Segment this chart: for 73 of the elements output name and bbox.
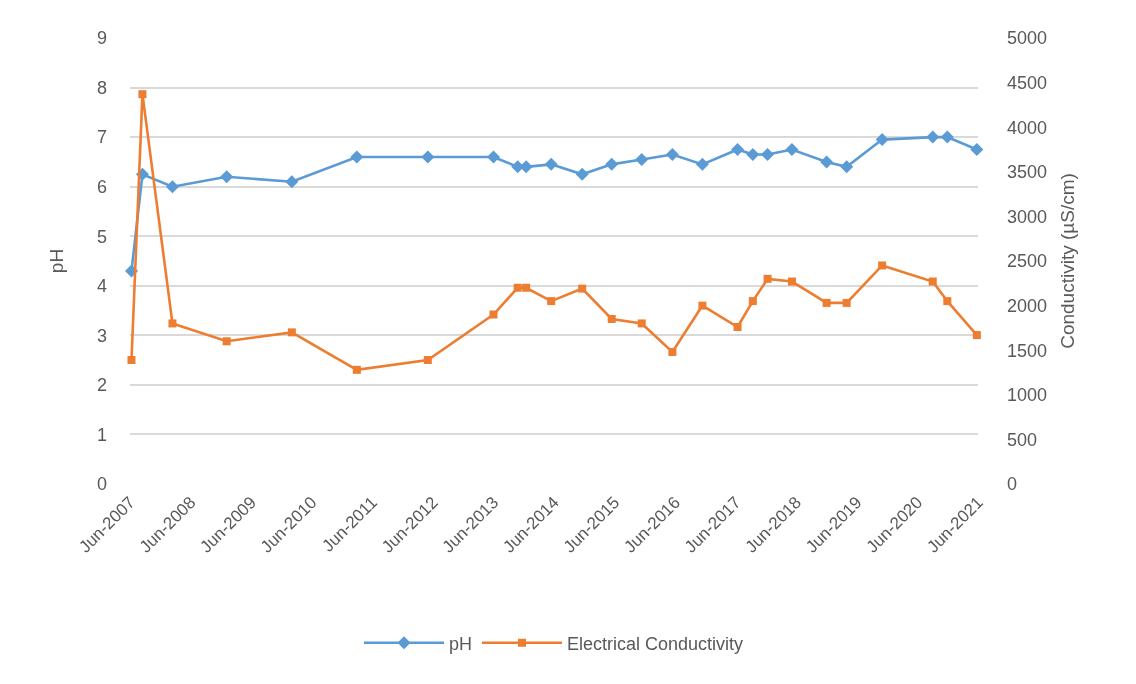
y-tick-label: 4 (96, 276, 107, 297)
point (489, 310, 498, 319)
y2-axis-title: Conductivity (µS/cm) (1056, 173, 1078, 349)
point (668, 347, 677, 356)
y-tick-label: 0 (96, 474, 107, 495)
point (352, 365, 361, 374)
y-tick-label: 7 (96, 127, 107, 148)
y2-tick-label: 1000 (1007, 385, 1048, 406)
point (926, 130, 940, 144)
y2-tick-label: 2000 (1007, 295, 1048, 316)
point (168, 319, 177, 328)
y2-tick-label: 500 (1007, 429, 1038, 450)
point (547, 297, 556, 306)
point (578, 284, 587, 293)
y2-tick-label: 2500 (1007, 251, 1048, 272)
point (423, 356, 432, 365)
point (607, 314, 616, 323)
point (486, 150, 500, 164)
point (820, 155, 834, 169)
y-axis-title: pH (45, 248, 67, 274)
point (840, 160, 854, 174)
point (731, 143, 745, 156)
y-tick-label: 9 (96, 28, 107, 49)
point (350, 150, 364, 164)
y2-tick-label: 1500 (1007, 340, 1048, 361)
point (748, 297, 757, 306)
point (665, 147, 679, 161)
y-tick-label: 5 (96, 226, 107, 247)
point (943, 297, 952, 306)
legend-label: Electrical Conductivity (567, 633, 744, 654)
point (287, 328, 296, 337)
y2-tick-label: 4500 (1007, 72, 1048, 93)
y-tick-label: 1 (96, 424, 107, 445)
point (695, 157, 709, 171)
point (165, 180, 179, 194)
point (822, 298, 831, 307)
point (575, 167, 589, 181)
point (285, 175, 299, 189)
y-tick-label: 8 (96, 77, 107, 98)
point (522, 283, 531, 292)
point (878, 261, 887, 270)
point (222, 337, 231, 346)
y2-tick-label: 5000 (1007, 28, 1048, 49)
point (637, 319, 646, 328)
point (928, 277, 937, 286)
point (544, 157, 558, 171)
y-tick-label: 6 (96, 176, 107, 197)
y2-tick-label: 0 (1007, 474, 1018, 495)
point (763, 274, 772, 283)
point (746, 147, 760, 161)
point (787, 277, 796, 286)
point (220, 170, 234, 184)
point (605, 157, 619, 171)
point (970, 143, 984, 156)
y2-tick-label: 3500 (1007, 162, 1048, 183)
point (875, 133, 889, 147)
point (761, 147, 775, 161)
point (635, 152, 649, 166)
point (940, 130, 954, 144)
point (698, 301, 707, 310)
y-tick-label: 2 (96, 375, 107, 396)
point (513, 283, 522, 292)
point (785, 143, 799, 156)
point (842, 298, 851, 307)
y-tick-label: 3 (96, 325, 107, 346)
point (972, 331, 981, 340)
point (138, 90, 147, 99)
point (127, 356, 136, 365)
y2-tick-label: 3000 (1007, 206, 1048, 227)
point (733, 323, 742, 332)
point (421, 150, 435, 164)
y2-tick-label: 4000 (1007, 117, 1048, 138)
legend-label: pH (449, 633, 473, 654)
